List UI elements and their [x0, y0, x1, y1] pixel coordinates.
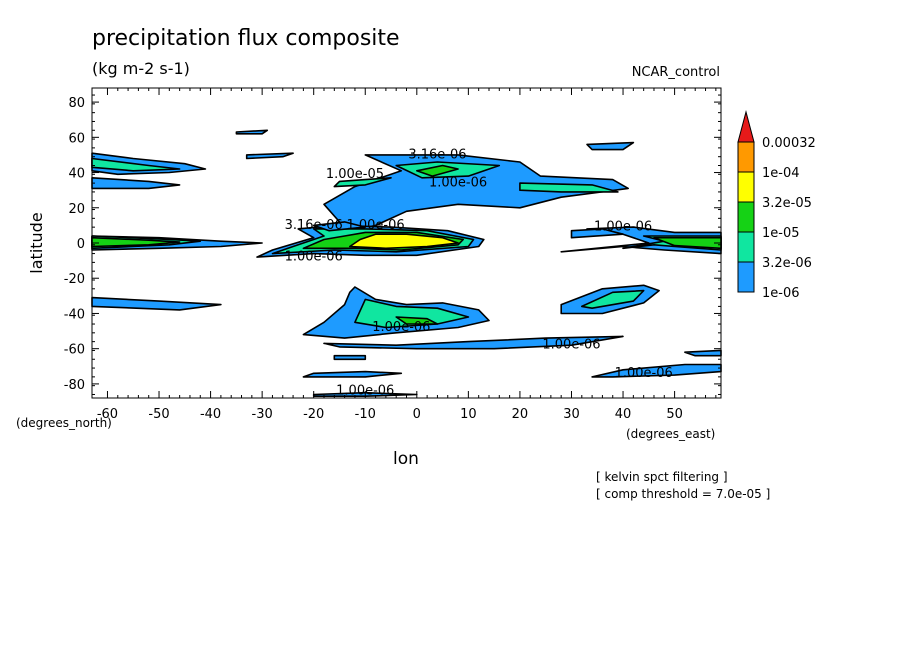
y-tick-label: -60 [64, 343, 85, 358]
chart-units: (kg m-2 s-1) [92, 59, 190, 78]
y-axis-label: latitude [27, 212, 46, 273]
x-tick-label: -30 [252, 407, 273, 422]
contour-label: 1.00e-06 [336, 383, 394, 398]
x-tick-label: -60 [97, 407, 118, 422]
contour-region [570, 228, 624, 239]
colorbar-label: 1e-05 [762, 226, 800, 241]
contour-region [591, 363, 722, 378]
contour-region [684, 349, 722, 357]
contour-region [580, 289, 645, 310]
x-tick-label: 20 [512, 407, 529, 422]
x-tick-label: 40 [615, 407, 632, 422]
contour-region [302, 370, 403, 378]
contour-region [235, 129, 269, 135]
x-tick-label: 10 [460, 407, 477, 422]
contour-region [354, 298, 470, 329]
contour-region [245, 152, 294, 160]
colorbar-swatch [737, 141, 755, 173]
colorbar-label: 0.00032 [762, 136, 816, 151]
contour-labels: 3.16e-061.00e-051.00e-063.16e-06 1.00e-06… [285, 147, 673, 398]
y-axis-units: (degrees_north) [16, 416, 112, 430]
colorbar-swatch [737, 261, 755, 293]
contour-fills [91, 129, 722, 398]
contour-region [323, 335, 624, 350]
x-axis: -60 -50 -40 -30 -20 -10 0 10 20 30 40 50 [97, 88, 717, 422]
contour-label: 1.00e-06 [372, 320, 430, 335]
contour-label: 1.00e-06 [429, 176, 487, 191]
contour-region [415, 164, 459, 177]
colorbar-swatch [737, 171, 755, 203]
x-tick-label: -50 [148, 407, 169, 422]
contour-label: 1.00e-06 [594, 220, 652, 235]
colorbar-swatch [737, 201, 755, 233]
note-filtering: [ kelvin spct filtering ] [596, 470, 728, 484]
y-tick-label: 0 [77, 237, 85, 252]
y-tick-label: -40 [64, 307, 85, 322]
x-axis-units: (degrees_east) [626, 427, 715, 441]
colorbar-top-triangle [737, 110, 755, 143]
x-axis-label: lon [393, 449, 419, 469]
contour-region [348, 233, 459, 250]
contour-label: 1.00e-06 [346, 218, 404, 233]
contour-label: 1.00e-05 [326, 167, 384, 182]
contour-region [91, 296, 222, 311]
note-threshold: [ comp threshold = 7.0e-05 ] [596, 487, 770, 501]
chart-title: precipitation flux composite [92, 26, 400, 51]
contour-label: 3.16e-06 [285, 218, 343, 233]
contour-region [312, 221, 367, 232]
contour-region [333, 177, 392, 188]
y-tick-label: 80 [68, 96, 85, 111]
x-tick-label: 30 [563, 407, 580, 422]
contour-region [333, 354, 367, 361]
y-tick-label: 20 [68, 202, 85, 217]
x-tick-label: -40 [200, 407, 221, 422]
y-tick-label: 40 [68, 167, 85, 182]
x-tick-label: 0 [413, 407, 421, 422]
x-tick-label: -10 [355, 407, 376, 422]
contour-region [91, 177, 181, 190]
colorbar-label: 3.2e-06 [762, 256, 812, 271]
contour-label: 3.16e-06 [408, 147, 466, 162]
y-axis: 80 60 40 20 0 -20 -40 -60 -80 [64, 94, 721, 395]
dataset-label: NCAR_control [632, 65, 720, 80]
contour-label: 1.00e-06 [285, 250, 343, 265]
colorbar: 1e-06 3.2e-06 1e-05 3.2e-05 1e-04 0.00032 [737, 110, 816, 301]
contour-region [586, 141, 635, 151]
y-tick-label: -80 [64, 378, 85, 393]
contour-region [395, 316, 439, 325]
x-tick-label: -20 [303, 407, 324, 422]
contour-region [519, 182, 619, 193]
colorbar-label: 1e-06 [762, 286, 800, 301]
y-tick-label: 60 [68, 131, 85, 146]
colorbar-label: 1e-04 [762, 166, 800, 181]
colorbar-label: 3.2e-05 [762, 196, 812, 211]
y-tick-label: -20 [64, 272, 85, 287]
contour-region [312, 154, 630, 234]
colorbar-swatch [737, 231, 755, 263]
contour-label: 1.00e-06 [542, 338, 600, 353]
x-tick-label: 50 [666, 407, 683, 422]
contour-label: 1.00e-06 [615, 366, 673, 381]
